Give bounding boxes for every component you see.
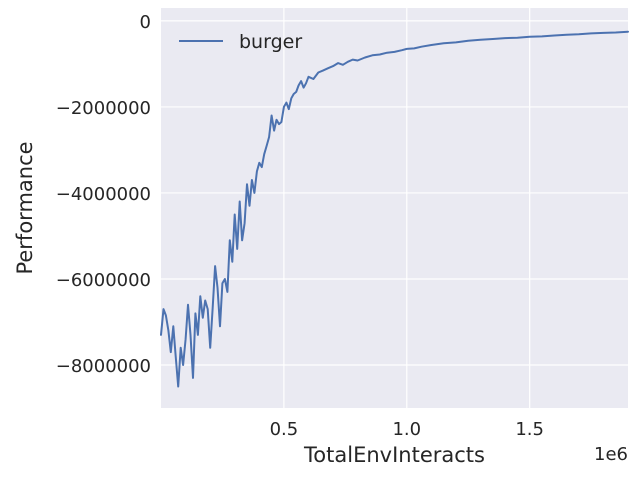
series-group xyxy=(160,30,629,388)
legend: burger xyxy=(179,31,302,53)
x-tick-label: 1.0 xyxy=(392,419,421,440)
tick-labels: 0.5 1.0 1.5 0 −2000000 −4000000 −6000000 −80000… xyxy=(56,12,544,440)
y-tick-label: 0 xyxy=(140,12,151,33)
legend-label-burger: burger xyxy=(239,31,302,53)
y-tick-label: −2000000 xyxy=(56,98,151,119)
x-axis-offset-label: 1e6 xyxy=(594,444,628,465)
series-line-burger xyxy=(160,30,629,388)
y-tick-label: −6000000 xyxy=(56,270,151,291)
y-tick-label: −8000000 xyxy=(56,356,151,377)
x-tick-label: 0.5 xyxy=(270,419,299,440)
y-axis-title: Performance xyxy=(13,141,37,274)
grid xyxy=(161,8,628,408)
plot-background xyxy=(161,8,628,408)
x-tick-label: 1.5 xyxy=(515,419,544,440)
y-tick-label: −4000000 xyxy=(56,184,151,205)
x-axis-title: TotalEnvInteracts xyxy=(303,443,485,467)
